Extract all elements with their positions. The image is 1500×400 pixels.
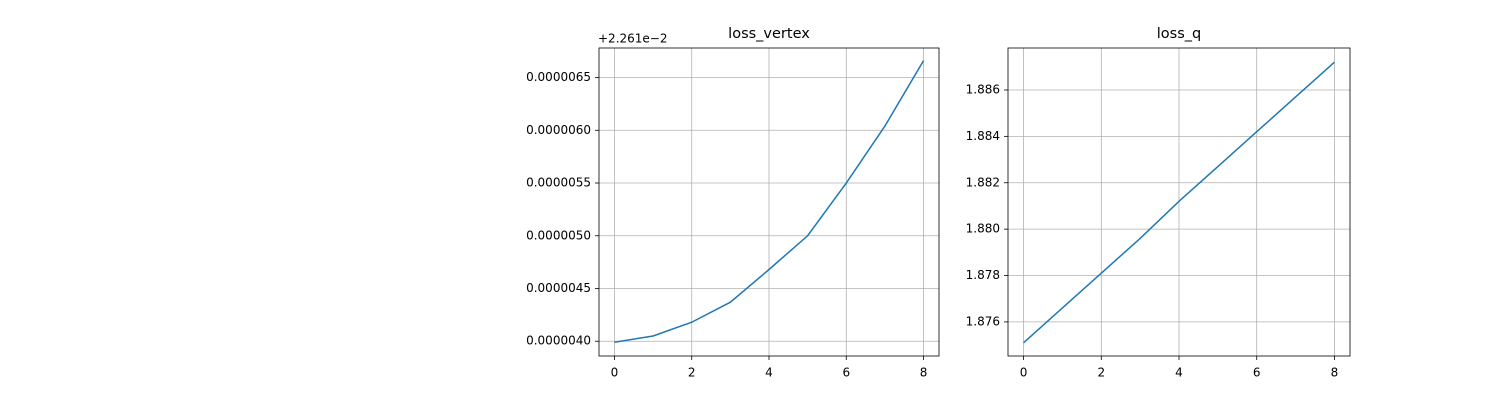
offset-label: +2.261e−2 [598,32,667,46]
y-tick-label: 1.886 [966,82,1000,96]
axes-frame [598,47,940,357]
y-tick-label: 0.0000050 [526,228,591,242]
axes-frame [1007,47,1351,357]
chart-title: loss_vertex [728,26,810,42]
y-tick-label: 1.884 [966,129,1000,143]
data-line [614,60,925,344]
x-tick-label: 6 [842,366,850,380]
x-tick-label: 8 [1331,366,1339,380]
y-tick-label: 1.880 [966,222,1000,236]
y-tick-label: 1.882 [966,175,1000,189]
x-tick-label: 2 [688,366,696,380]
x-tick-label: 0 [611,366,619,380]
x-tick-label: 2 [1097,366,1105,380]
y-tick-label: 0.0000065 [526,70,591,84]
x-tick-label: 4 [765,366,773,380]
y-tick-label: 1.878 [966,268,1000,282]
y-tick-label: 0.0000055 [526,176,591,190]
y-tick-label: 0.0000040 [526,334,591,348]
chart-title: loss_q [1157,26,1201,42]
x-tick-label: 0 [1020,366,1028,380]
data-line [1023,61,1335,344]
y-tick-label: 0.0000060 [526,123,591,137]
x-tick-label: 4 [1175,366,1183,380]
y-tick-label: 0.0000045 [526,281,591,295]
x-tick-label: 6 [1253,366,1261,380]
y-tick-label: 1.876 [966,314,1000,328]
x-tick-label: 8 [920,366,928,380]
